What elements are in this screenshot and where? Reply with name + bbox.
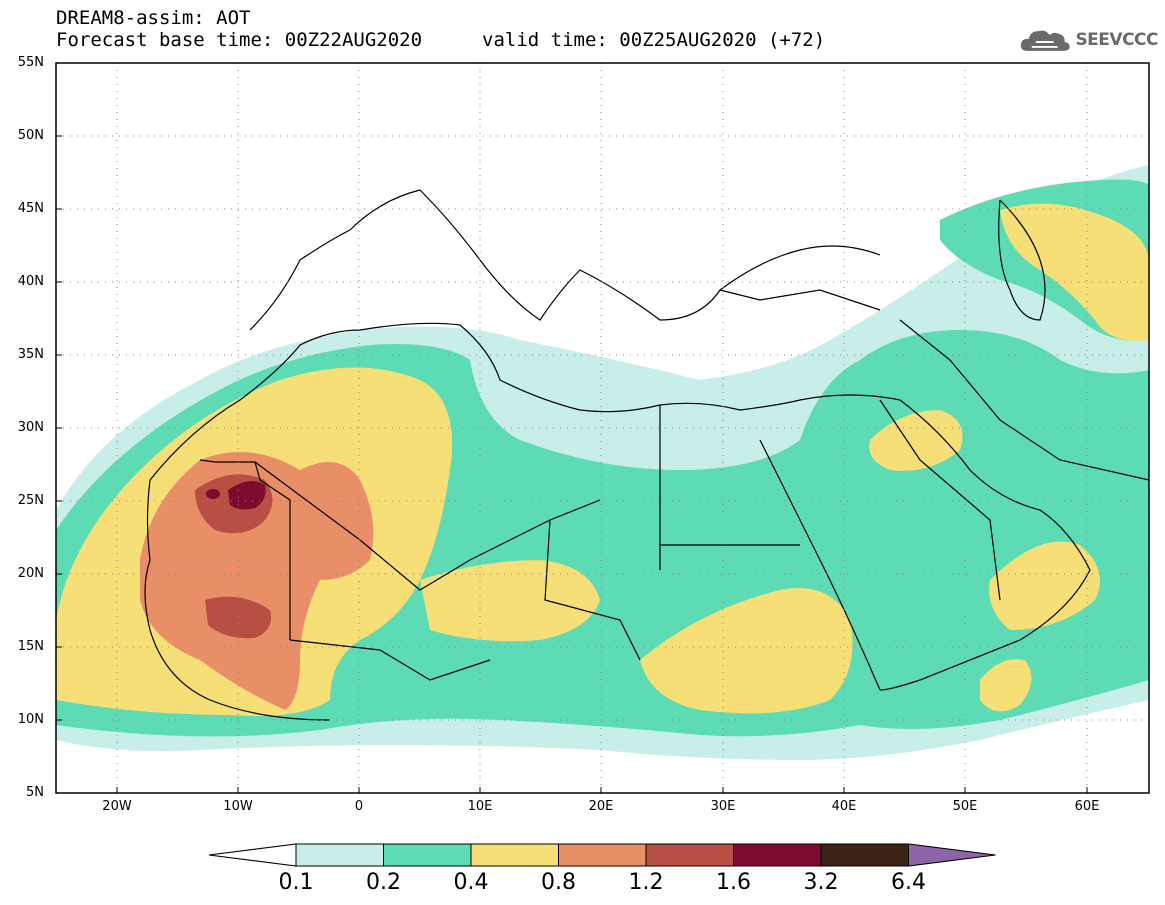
seevccc-logo: SEEVCCC <box>1018 24 1158 56</box>
aot-field-0.4-caspian <box>1000 203 1149 341</box>
lon-label: 20E <box>588 799 614 814</box>
colorbar-tick-label: 0.8 <box>541 870 576 895</box>
colorbar-tick-label: 3.2 <box>803 870 839 895</box>
colorbar-tick-label: 6.4 <box>891 870 926 895</box>
lat-label: 55N <box>17 55 44 70</box>
coastline-europe <box>249 189 881 331</box>
lat-label: 50N <box>17 128 44 143</box>
border-mauritania <box>199 459 291 640</box>
aot-field-0.4-iraq <box>869 410 963 471</box>
lat-label: 25N <box>17 493 44 508</box>
coastline-caspian <box>998 199 1046 321</box>
lat-label: 15N <box>17 639 44 654</box>
lon-label: 30E <box>710 799 736 814</box>
gridlines <box>56 63 1149 793</box>
cloud-icon <box>1020 30 1070 51</box>
aot-field-1.2-mali <box>205 596 271 639</box>
lat-label: 45N <box>17 201 44 216</box>
aot-field-0.4-somalia <box>980 659 1032 712</box>
colorbar-tick-label: 0.1 <box>278 870 314 895</box>
lon-label: 10W <box>223 799 253 814</box>
valid-time: valid time: 00Z25AUG2020 (+72) <box>482 29 826 51</box>
border-turkey <box>719 289 881 311</box>
coastline-arabia <box>799 394 1091 691</box>
lat-label: 35N <box>17 347 44 362</box>
lon-label: 20W <box>102 799 132 814</box>
lat-label: 5N <box>26 785 44 800</box>
logo-text: SEEVCCC <box>1075 30 1158 50</box>
aot-field-0.4-oman <box>989 541 1100 630</box>
lon-label: 10E <box>467 799 493 814</box>
aot-field-0.4-sudan <box>640 588 853 714</box>
map-title: DREAM8-assim: AOT <box>56 7 251 29</box>
forecast-base-time: Forecast base time: 00Z22AUG2020 <box>56 29 423 51</box>
lon-label: 40E <box>831 799 857 814</box>
coastline-red-sea <box>759 439 881 691</box>
lon-label: 0 <box>354 799 364 814</box>
aot-field-0.8 <box>140 452 374 710</box>
border-iran <box>899 319 1149 481</box>
lat-label: 20N <box>17 566 44 581</box>
lon-label: 50E <box>952 799 978 814</box>
aot-field-1.6 <box>228 481 266 510</box>
colorbar-tick-label: 1.6 <box>716 870 751 895</box>
border-algeria <box>254 461 601 591</box>
border-mali-niger <box>289 639 491 681</box>
aot-field-0.4-sahel <box>420 560 600 642</box>
colorbar-tick-label: 0.2 <box>366 870 401 895</box>
lat-label: 10N <box>17 712 44 727</box>
lon-label: 60E <box>1074 799 1100 814</box>
coastline-africa-north <box>149 322 801 481</box>
aot-field-1.6-small <box>206 489 220 499</box>
lat-label: 40N <box>17 274 44 289</box>
coastline-africa-west <box>144 479 331 721</box>
colorbar-tick-label: 1.2 <box>628 870 664 895</box>
border-saudi <box>879 399 1001 601</box>
lat-label: 30N <box>17 420 44 435</box>
border-chad <box>544 519 641 661</box>
colorbar-tick-label: 0.4 <box>453 870 489 895</box>
